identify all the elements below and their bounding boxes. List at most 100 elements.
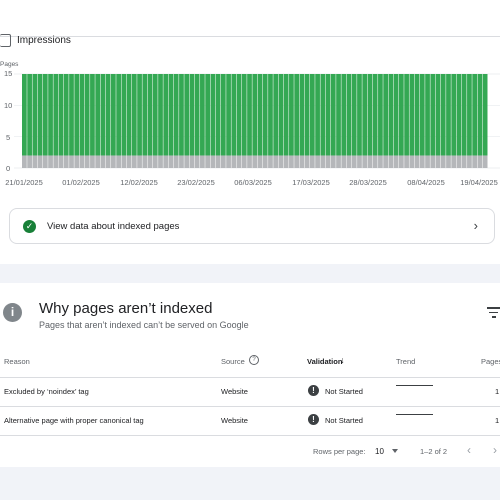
indexed-bar[interactable] (357, 74, 362, 156)
indexed-bar[interactable] (22, 74, 27, 156)
indexed-bar[interactable] (367, 74, 373, 156)
column-header-trend[interactable]: Trend (396, 357, 416, 366)
indexed-bar[interactable] (194, 74, 200, 156)
not-indexed-bar[interactable] (105, 155, 111, 168)
not-indexed-bar[interactable] (461, 155, 467, 168)
not-indexed-bar[interactable] (388, 155, 394, 168)
not-indexed-bar[interactable] (74, 155, 80, 168)
indexed-bar[interactable] (409, 74, 415, 156)
not-indexed-bar[interactable] (137, 155, 142, 168)
indexed-bar[interactable] (398, 74, 404, 156)
indexed-bar[interactable] (362, 74, 368, 156)
not-indexed-bar[interactable] (142, 155, 148, 168)
not-indexed-bar[interactable] (131, 155, 137, 168)
not-indexed-bar[interactable] (320, 155, 326, 168)
indexed-bar[interactable] (273, 74, 279, 156)
indexed-bar[interactable] (236, 74, 242, 156)
not-indexed-bar[interactable] (294, 155, 300, 168)
not-indexed-bar[interactable] (226, 155, 231, 168)
not-indexed-bar[interactable] (273, 155, 279, 168)
chevron-down-icon[interactable] (392, 449, 398, 453)
indexed-bar[interactable] (137, 74, 142, 156)
not-indexed-bar[interactable] (241, 155, 247, 168)
not-indexed-bar[interactable] (456, 155, 462, 168)
not-indexed-bar[interactable] (236, 155, 242, 168)
indexed-bar[interactable] (482, 74, 488, 156)
indexed-bar[interactable] (252, 74, 258, 156)
indexed-bar[interactable] (131, 74, 137, 156)
not-indexed-bar[interactable] (32, 155, 38, 168)
indexed-bar[interactable] (315, 74, 320, 156)
indexed-bar[interactable] (472, 74, 478, 156)
rows-per-page-select[interactable]: 10 (375, 447, 384, 456)
indexed-bar[interactable] (393, 74, 399, 156)
not-indexed-bar[interactable] (404, 155, 409, 168)
arrow-down-icon[interactable]: ↓ (340, 355, 345, 365)
not-indexed-bar[interactable] (247, 155, 252, 168)
indexed-bar[interactable] (32, 74, 38, 156)
not-indexed-bar[interactable] (289, 155, 294, 168)
indexed-bar[interactable] (378, 74, 383, 156)
indexed-bar[interactable] (262, 74, 268, 156)
not-indexed-bar[interactable] (393, 155, 399, 168)
not-indexed-bar[interactable] (111, 155, 116, 168)
not-indexed-bar[interactable] (351, 155, 357, 168)
indexed-bar[interactable] (404, 74, 409, 156)
indexed-bar[interactable] (37, 74, 43, 156)
not-indexed-bar[interactable] (367, 155, 373, 168)
indexed-bar[interactable] (231, 74, 237, 156)
not-indexed-bar[interactable] (37, 155, 43, 168)
not-indexed-bar[interactable] (414, 155, 420, 168)
indexed-bar[interactable] (456, 74, 462, 156)
indexed-bar[interactable] (341, 74, 347, 156)
not-indexed-bar[interactable] (268, 155, 273, 168)
indexed-bar[interactable] (336, 74, 341, 156)
column-header-validation[interactable]: Validation (307, 357, 343, 366)
not-indexed-bar[interactable] (116, 155, 121, 168)
indexed-bar[interactable] (152, 74, 158, 156)
indexed-bar[interactable] (58, 74, 64, 156)
not-indexed-bar[interactable] (168, 155, 174, 168)
not-indexed-bar[interactable] (220, 155, 226, 168)
not-indexed-bar[interactable] (184, 155, 190, 168)
indexed-bar[interactable] (173, 74, 179, 156)
not-indexed-bar[interactable] (147, 155, 153, 168)
not-indexed-bar[interactable] (194, 155, 200, 168)
not-indexed-bar[interactable] (330, 155, 336, 168)
indexed-bar[interactable] (189, 74, 195, 156)
indexed-bar[interactable] (184, 74, 190, 156)
not-indexed-bar[interactable] (27, 155, 32, 168)
indexed-bar[interactable] (241, 74, 247, 156)
indexed-bar[interactable] (346, 74, 352, 156)
indexed-bar[interactable] (440, 74, 446, 156)
indexed-bar[interactable] (63, 74, 69, 156)
indexed-bar[interactable] (163, 74, 169, 156)
indexed-bar[interactable] (257, 74, 263, 156)
indexed-bar[interactable] (294, 74, 300, 156)
not-indexed-bar[interactable] (79, 155, 85, 168)
impressions-checkbox[interactable] (0, 34, 11, 47)
indexed-bar[interactable] (27, 74, 32, 156)
indexed-bar[interactable] (53, 74, 59, 156)
not-indexed-bar[interactable] (205, 155, 210, 168)
not-indexed-bar[interactable] (90, 155, 95, 168)
not-indexed-bar[interactable] (409, 155, 415, 168)
indexed-bar[interactable] (79, 74, 85, 156)
indexed-bar[interactable] (90, 74, 95, 156)
not-indexed-bar[interactable] (163, 155, 169, 168)
not-indexed-bar[interactable] (346, 155, 352, 168)
next-page-icon[interactable]: › (493, 443, 497, 457)
indexed-bar[interactable] (116, 74, 121, 156)
indexed-bar[interactable] (105, 74, 111, 156)
not-indexed-bar[interactable] (69, 155, 74, 168)
not-indexed-bar[interactable] (446, 155, 451, 168)
indexed-bar[interactable] (351, 74, 357, 156)
indexed-bar[interactable] (69, 74, 74, 156)
not-indexed-bar[interactable] (189, 155, 195, 168)
indexed-bar[interactable] (477, 74, 483, 156)
not-indexed-bar[interactable] (152, 155, 158, 168)
indexed-bar[interactable] (461, 74, 467, 156)
indexed-bar[interactable] (309, 74, 315, 156)
not-indexed-bar[interactable] (42, 155, 48, 168)
indexed-bar[interactable] (158, 74, 163, 156)
